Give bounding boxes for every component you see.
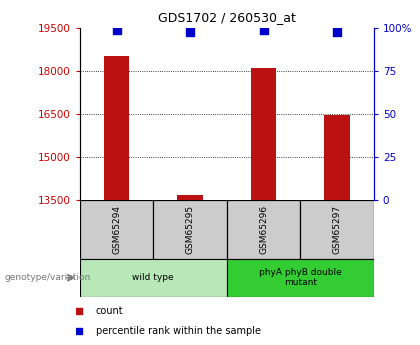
Point: [113, 28, 120, 33]
Bar: [300, 200, 374, 259]
Bar: [104, 56, 129, 200]
Bar: [80, 259, 227, 297]
Bar: [227, 259, 374, 297]
Text: wild type: wild type: [132, 273, 174, 282]
Text: GSM65295: GSM65295: [186, 205, 194, 254]
Bar: [227, 200, 300, 259]
Point: [333, 29, 340, 35]
Bar: [324, 115, 350, 200]
Text: GSM65297: GSM65297: [333, 205, 341, 254]
Bar: [153, 200, 227, 259]
Bar: [177, 195, 203, 200]
Text: genotype/variation: genotype/variation: [4, 273, 90, 282]
Point: [76, 308, 82, 313]
Text: percentile rank within the sample: percentile rank within the sample: [96, 326, 261, 336]
Text: phyA phyB double
mutant: phyA phyB double mutant: [259, 268, 342, 287]
Bar: [80, 200, 153, 259]
Bar: [251, 68, 276, 200]
Text: count: count: [96, 306, 123, 315]
Title: GDS1702 / 260530_at: GDS1702 / 260530_at: [158, 11, 296, 24]
Point: [186, 29, 193, 35]
Text: GSM65296: GSM65296: [259, 205, 268, 254]
Text: GSM65294: GSM65294: [112, 205, 121, 254]
Point: [76, 328, 82, 334]
Point: [260, 28, 267, 33]
